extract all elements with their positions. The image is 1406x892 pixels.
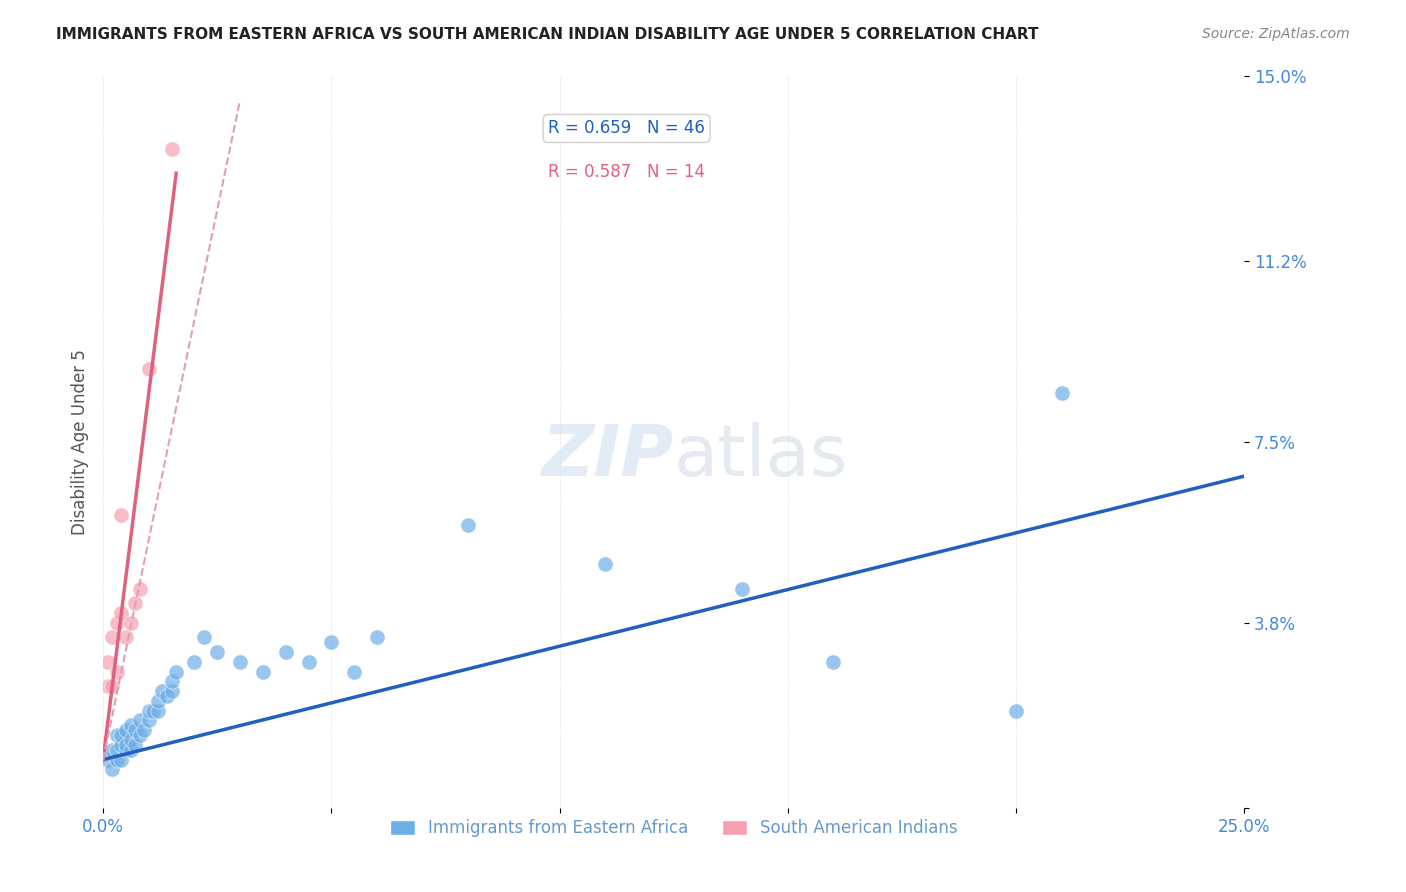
Point: [1005, 704, 1028, 718]
Point: [101, 631, 124, 645]
Point: [321, 635, 343, 649]
Point: [97, 679, 120, 693]
Point: [823, 655, 845, 669]
Point: [110, 508, 132, 523]
Text: R = 0.659   N = 46: R = 0.659 N = 46: [548, 120, 704, 137]
Point: [105, 665, 128, 679]
Text: atlas: atlas: [673, 422, 848, 491]
Point: [105, 743, 128, 757]
Point: [731, 582, 754, 596]
Point: [128, 728, 150, 742]
Point: [128, 582, 150, 596]
Text: IMMIGRANTS FROM EASTERN AFRICA VS SOUTH AMERICAN INDIAN DISABILITY AGE UNDER 5 C: IMMIGRANTS FROM EASTERN AFRICA VS SOUTH …: [56, 27, 1039, 42]
Point: [156, 689, 179, 703]
Point: [120, 733, 142, 747]
Point: [101, 763, 124, 777]
Point: [115, 631, 138, 645]
Point: [160, 674, 183, 689]
Point: [457, 518, 479, 533]
Point: [124, 723, 146, 738]
Point: [160, 142, 183, 156]
Point: [142, 704, 165, 718]
Point: [366, 631, 388, 645]
Point: [165, 665, 187, 679]
Point: [193, 631, 215, 645]
Point: [124, 738, 146, 752]
Point: [115, 743, 138, 757]
Point: [105, 753, 128, 767]
Point: [115, 738, 138, 752]
Point: [105, 615, 128, 630]
Legend: Immigrants from Eastern Africa, South American Indians: Immigrants from Eastern Africa, South Am…: [382, 813, 965, 844]
Point: [101, 679, 124, 693]
Point: [110, 606, 132, 620]
Y-axis label: Disability Age Under 5: Disability Age Under 5: [72, 349, 89, 535]
Point: [110, 728, 132, 742]
Point: [160, 684, 183, 698]
Point: [110, 753, 132, 767]
Text: Source: ZipAtlas.com: Source: ZipAtlas.com: [1202, 27, 1350, 41]
Point: [120, 615, 142, 630]
Point: [593, 557, 616, 571]
Point: [1050, 386, 1073, 401]
Point: [252, 665, 274, 679]
Point: [207, 645, 229, 659]
Point: [146, 694, 169, 708]
Text: R = 0.587   N = 14: R = 0.587 N = 14: [548, 163, 706, 181]
Point: [138, 714, 160, 728]
Point: [128, 714, 150, 728]
Point: [110, 738, 132, 752]
Point: [134, 723, 156, 738]
Point: [101, 743, 124, 757]
Point: [97, 655, 120, 669]
Point: [138, 361, 160, 376]
Point: [297, 655, 319, 669]
Point: [138, 704, 160, 718]
Point: [146, 704, 169, 718]
Point: [152, 684, 174, 698]
Point: [229, 655, 252, 669]
Point: [183, 655, 205, 669]
Point: [120, 718, 142, 732]
Point: [97, 753, 120, 767]
Point: [274, 645, 297, 659]
Point: [105, 728, 128, 742]
Point: [124, 596, 146, 610]
Point: [120, 743, 142, 757]
Point: [115, 723, 138, 738]
Text: ZIP: ZIP: [541, 422, 673, 491]
Point: [343, 665, 366, 679]
